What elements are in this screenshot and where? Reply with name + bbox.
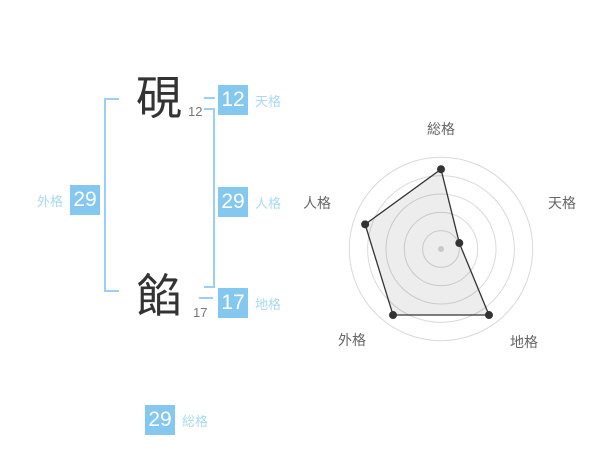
tenkaku-score-row: 12 天格	[218, 85, 281, 115]
radar-axis-label-gaikaku: 外格	[338, 332, 366, 348]
surname-stroke-count: 12	[188, 104, 203, 119]
soukaku-value-box: 29	[145, 405, 175, 435]
gaikaku-score-row: 外格 29	[37, 185, 101, 215]
given-kanji: 餡	[136, 270, 182, 322]
gaikaku-label: 外格	[37, 193, 64, 209]
tenkaku-label: 天格	[255, 93, 282, 109]
radar-axis-label-tenkaku: 天格	[548, 195, 576, 211]
chikaku-label: 地格	[255, 296, 282, 312]
soukaku-score-row: 29 総格	[145, 405, 208, 435]
gaikaku-value-box: 29	[70, 185, 101, 215]
jinkaku-score-row: 29 人格	[218, 187, 281, 217]
chikaku-score-row: 17 地格	[218, 288, 281, 318]
jinkaku-bracket	[204, 108, 215, 288]
soukaku-label: 総格	[182, 413, 209, 429]
surname-kanji: 硯	[136, 72, 182, 124]
jinkaku-label: 人格	[255, 195, 282, 211]
radar-axis-label-jinkaku: 人格	[303, 195, 331, 211]
gaikaku-bracket	[104, 98, 119, 292]
tenkaku-value-box: 12	[218, 85, 248, 115]
chikaku-value-box: 17	[218, 288, 248, 318]
radar-axis-label-soukaku: 総格	[427, 121, 455, 137]
radar-axis-label-chikaku: 地格	[510, 334, 538, 350]
jinkaku-value-box: 29	[218, 187, 248, 217]
given-stroke-count: 17	[193, 305, 208, 320]
